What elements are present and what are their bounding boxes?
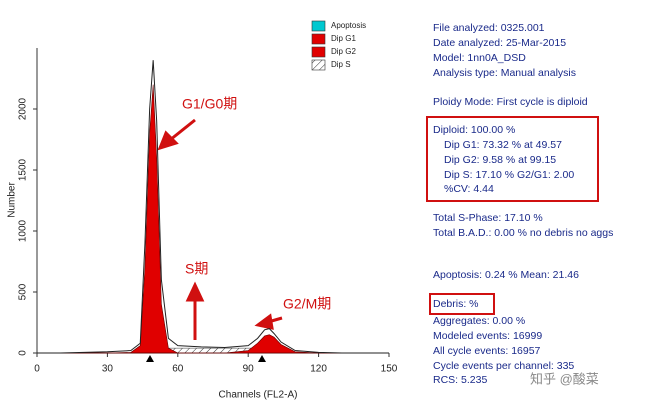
report-panel: File analyzed: 0325.001 Date analyzed: 25…	[433, 22, 613, 386]
y-tick-label: 1000	[18, 219, 29, 242]
annotation: S期	[185, 261, 208, 277]
report-line: Dip G1: 73.32 % at 49.57	[444, 139, 562, 151]
report-line: Analysis type: Manual analysis	[433, 67, 576, 79]
highlight-box	[426, 116, 599, 202]
y-tick-label: 500	[18, 283, 29, 300]
area	[37, 84, 389, 354]
x-axis-label: Channels (FL2-A)	[219, 390, 298, 401]
x-tick-label: 90	[243, 364, 255, 375]
legend-label: Dip S	[331, 60, 351, 69]
y-tick-label: 2000	[18, 97, 29, 120]
report-line: Modeled events: 16999	[433, 330, 542, 342]
legend-swatch	[311, 33, 326, 45]
report-line: Date analyzed: 25-Mar-2015	[433, 37, 566, 49]
legend-swatch	[311, 20, 326, 32]
watermark: 知乎 @酸菜	[530, 371, 599, 386]
report-line: Aggregates: 0.00 %	[433, 315, 525, 327]
legend-swatch	[311, 46, 326, 58]
report-line: Ploidy Mode: First cycle is diploid	[433, 96, 588, 108]
histogram-line	[37, 60, 389, 354]
annotation: G1/G0期	[182, 96, 237, 112]
report-line: RCS: 5.235	[433, 374, 487, 386]
x-tick-label: 120	[310, 364, 327, 375]
report-line: Cycle events per channel: 335	[433, 360, 574, 372]
x-tick-label: 30	[102, 364, 114, 375]
legend-swatch	[311, 59, 326, 71]
report-line: All cycle events: 16957	[433, 345, 541, 357]
y-tick-label: 0	[18, 350, 29, 356]
y-tick-label: 1500	[18, 158, 29, 181]
annotation: G2/M期	[283, 296, 331, 312]
x-tick-label: 0	[34, 364, 40, 375]
peak-marker	[146, 355, 154, 362]
report-line: Apoptosis: 0.24 % Mean: 21.46	[433, 269, 579, 281]
legend-label: Apoptosis	[331, 21, 366, 30]
report-line: Total S-Phase: 17.10 %	[433, 212, 543, 224]
legend-label: Dip G2	[331, 47, 356, 56]
report-line: Dip G2: 9.58 % at 99.15	[444, 154, 556, 166]
report-line: %CV: 4.44	[444, 183, 494, 195]
report-line: Total B.A.D.: 0.00 % no debris no aggs	[433, 227, 613, 239]
report-line: Debris: %	[433, 298, 479, 310]
y-axis-label: Number	[7, 182, 18, 218]
highlight-box	[429, 293, 495, 315]
report-line: Model: 1nn0A_DSD	[433, 52, 526, 64]
legend-label: Dip G1	[331, 34, 356, 43]
peak-marker	[258, 355, 266, 362]
report-line: Dip S: 17.10 % G2/G1: 2.00	[444, 169, 574, 181]
x-tick-label: 60	[172, 364, 184, 375]
arrows	[157, 118, 283, 340]
plot: 0 500 1000 1500 2000 0 30 60 90 120 150 Apoptosis Di…	[18, 20, 398, 375]
x-tick-label: 150	[381, 364, 398, 375]
report-line: File analyzed: 0325.001	[433, 22, 545, 34]
report-line: Diploid: 100.00 %	[433, 124, 515, 136]
